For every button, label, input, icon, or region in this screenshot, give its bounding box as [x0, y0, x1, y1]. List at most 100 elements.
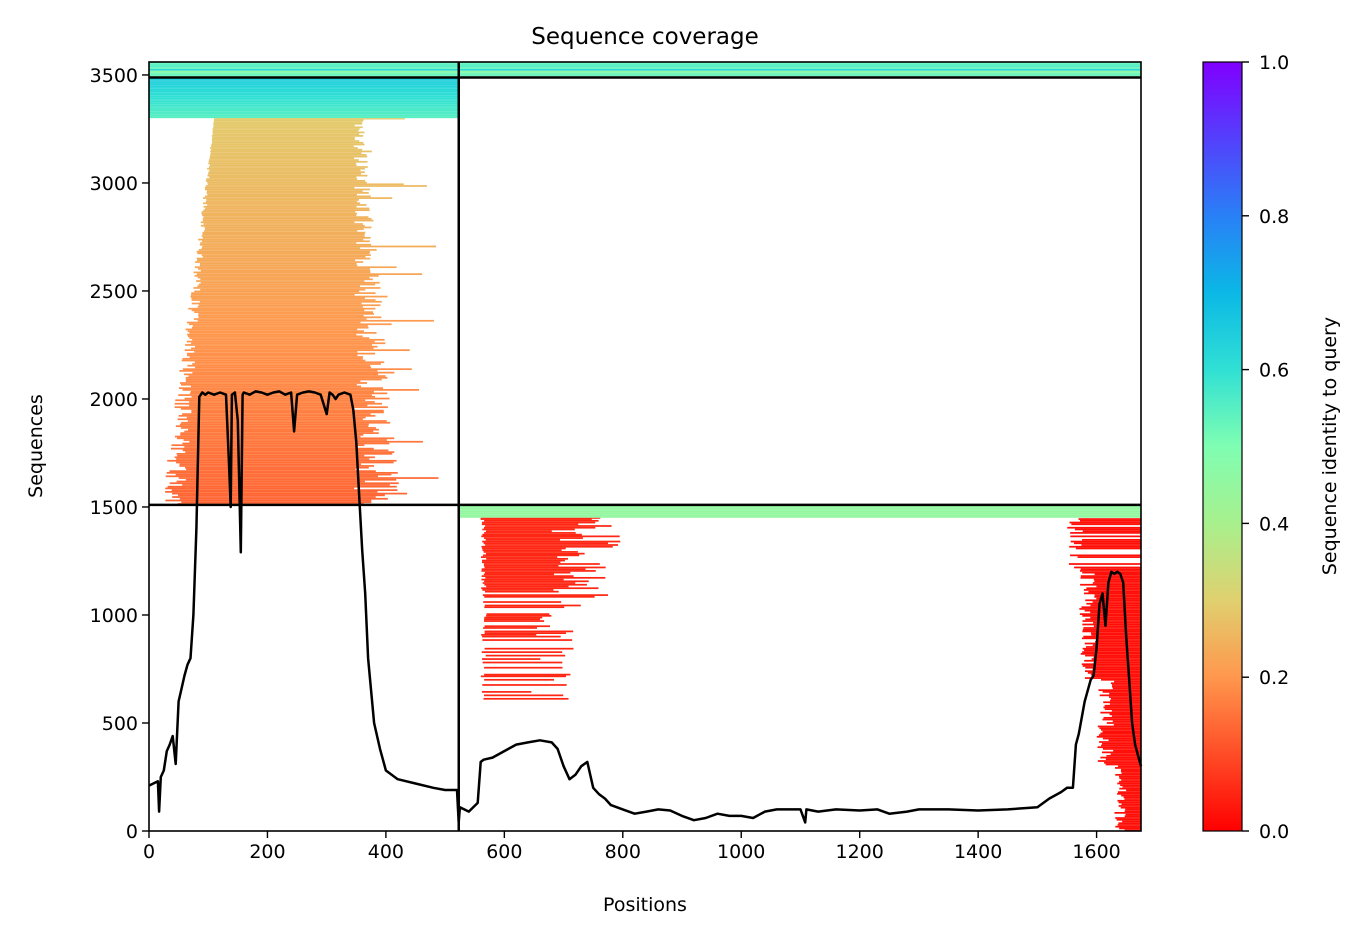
coverage-row	[485, 544, 619, 546]
coverage-row	[481, 633, 537, 636]
coverage-row	[182, 389, 419, 391]
coverage-row	[1094, 573, 1141, 576]
coverage-row	[484, 673, 571, 676]
coverage-row	[1070, 540, 1141, 543]
coverage-row	[1105, 758, 1141, 761]
coverage-row	[172, 496, 376, 498]
coverage-row	[486, 613, 550, 615]
coverage-row	[184, 466, 369, 469]
coverage-row	[1103, 716, 1141, 719]
coverage-row	[1112, 684, 1141, 686]
coverage-row	[1079, 613, 1141, 615]
coverage-row	[196, 257, 371, 260]
coverage-row	[481, 578, 564, 581]
coverage-row	[482, 684, 567, 686]
coverage-row	[458, 514, 1141, 517]
coverage-row	[481, 556, 558, 558]
coverage-row	[1112, 687, 1141, 690]
coverage-row	[1083, 589, 1141, 591]
coverage-row	[149, 92, 459, 94]
coverage-row	[1081, 637, 1141, 640]
heatmap-block	[165, 118, 439, 505]
coverage-row	[1104, 761, 1141, 764]
coverage-row	[180, 383, 357, 386]
coverage-row	[182, 357, 363, 360]
coverage-row	[149, 81, 459, 84]
coverage-row	[185, 328, 358, 331]
coverage-row	[178, 414, 376, 417]
coverage-row	[1125, 813, 1141, 816]
coverage-row	[200, 221, 355, 224]
coverage-row	[187, 420, 387, 422]
coverage-row	[1105, 763, 1141, 766]
coverage-row	[1111, 710, 1141, 712]
coverage-row	[180, 432, 379, 434]
coverage-row	[196, 273, 423, 275]
coverage-row	[203, 209, 370, 212]
coverage-row	[1098, 734, 1141, 736]
coverage-row	[1077, 556, 1141, 558]
coverage-row	[170, 447, 374, 450]
coverage-row	[191, 299, 376, 301]
coverage-row	[187, 330, 364, 333]
coverage-row	[1115, 825, 1141, 828]
coverage-row	[197, 285, 360, 288]
coverage-row	[192, 363, 381, 365]
coverage-row	[149, 68, 1141, 71]
coverage-row	[194, 366, 372, 369]
coverage-row	[484, 519, 599, 522]
coverage-row	[1081, 606, 1141, 609]
coverage-row	[208, 162, 356, 165]
coverage-row	[1110, 753, 1141, 755]
coverage-row	[212, 140, 360, 142]
coverage-row	[194, 361, 385, 364]
coverage-row	[1124, 810, 1141, 812]
coverage-row	[192, 371, 395, 374]
coverage-row	[1094, 594, 1141, 596]
coverage-row	[202, 245, 437, 248]
coverage-row	[1119, 827, 1141, 830]
coverage-row	[189, 401, 375, 403]
coverage-row	[483, 697, 569, 700]
coverage-row	[1124, 829, 1141, 831]
coverage-row	[149, 114, 459, 117]
coverage-row	[482, 582, 576, 584]
coverage-row	[182, 442, 390, 445]
x-axis-label: Positions	[603, 894, 687, 916]
coverage-row	[484, 604, 581, 607]
y-tick-label: 2000	[90, 389, 138, 411]
coverage-row	[1102, 730, 1141, 733]
coverage-row	[1083, 635, 1141, 638]
coverage-row	[1117, 824, 1141, 826]
coverage-row	[1113, 723, 1141, 726]
coverage-row	[149, 111, 459, 113]
coverage-row	[482, 661, 563, 664]
coverage-row	[1085, 670, 1141, 673]
y-tick-label: 3500	[90, 65, 138, 87]
coverage-row	[1082, 630, 1141, 633]
coverage-row	[207, 181, 367, 184]
colorbar-ticks: 0.0 0.2 0.4 0.6 0.8 1.0	[1242, 52, 1289, 843]
coverage-row	[174, 456, 375, 459]
coverage-row	[1106, 754, 1141, 757]
coverage-row	[174, 435, 361, 438]
coverage-row	[1079, 519, 1141, 522]
coverage-row	[165, 487, 355, 490]
coverage-row	[482, 540, 621, 543]
coverage-row	[165, 475, 378, 478]
coverage-row	[149, 85, 459, 88]
coverage-row	[1082, 628, 1141, 631]
coverage-row	[176, 480, 365, 483]
coverage-row	[1118, 822, 1141, 825]
coverage-row	[207, 167, 365, 170]
coverage-row	[1113, 749, 1141, 752]
coverage-row	[191, 395, 376, 398]
coverage-row	[1085, 666, 1141, 669]
coverage-row	[482, 639, 573, 641]
coverage-row	[1101, 744, 1141, 747]
coverage-row	[1098, 689, 1141, 692]
coverage-row	[1101, 678, 1141, 681]
coverage-row	[1086, 602, 1141, 605]
coverage-row	[188, 307, 376, 310]
coverage-row	[481, 568, 586, 571]
